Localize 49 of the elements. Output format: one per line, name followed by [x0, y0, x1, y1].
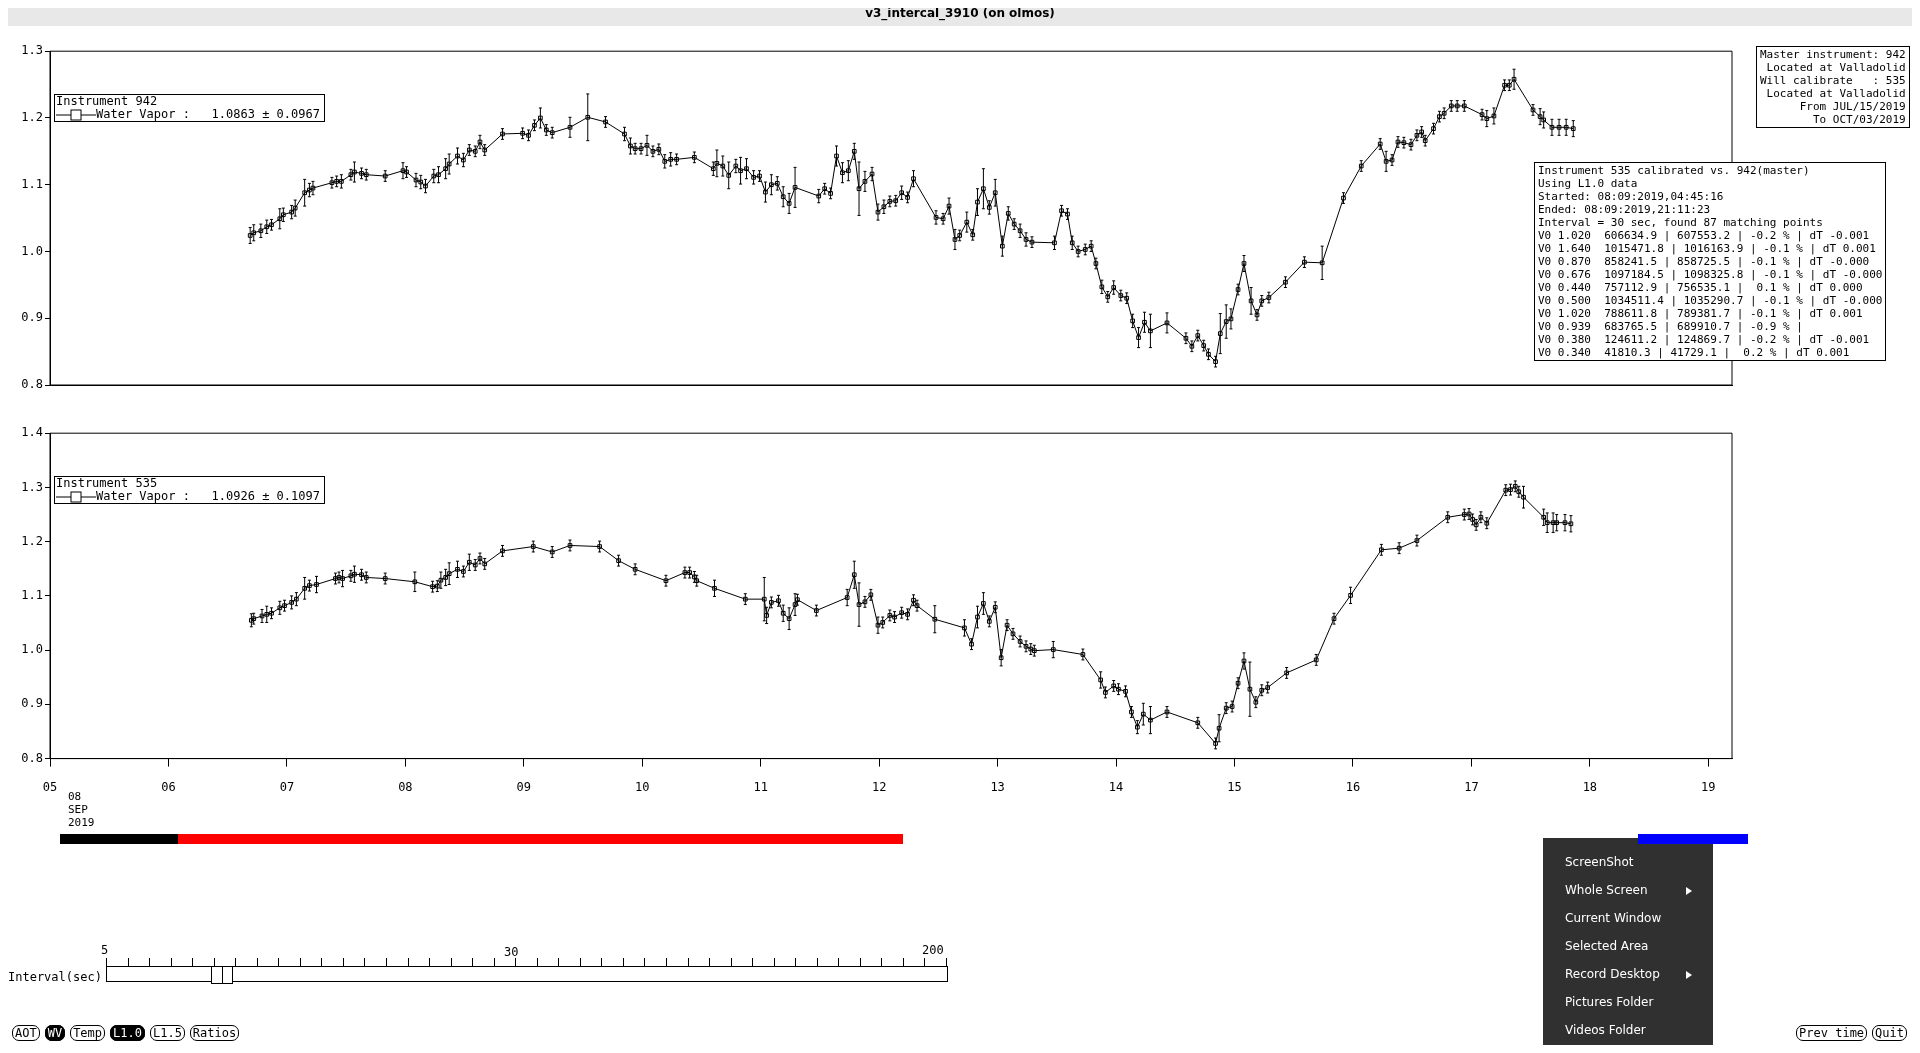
- text: Prev time: [1796, 1025, 1868, 1041]
- text: 08 SEP 2019: [68, 790, 95, 829]
- legend-title: Instrument 942: [56, 94, 159, 108]
- text: 5: [101, 943, 109, 957]
- text: Ratios: [189, 1025, 240, 1041]
- x-tick-label: 17: [1464, 779, 1479, 794]
- legend-title: Instrument 535: [56, 476, 159, 490]
- x-tick-label: 05: [42, 779, 58, 794]
- text: Master instrument: 942 Located at Valladolid Will calibrate : 535 Located at Valladolid From JUL/15/2019 To OCT/03/2019: [1756, 46, 1910, 128]
- x-tick-label: 18: [1582, 779, 1598, 794]
- y-tick-label: 1.3: [21, 479, 43, 494]
- y-tick-label: 1.0: [21, 243, 43, 258]
- text: Interval(sec): [8, 970, 102, 984]
- text: Instrument 535 calibrated vs. 942(master) Using L1.0 data Started: 08:09:2019,04:45:16 Ended: 08:09:2019,21:11:23 Interval = 30 sec, found 87 matching points V0 1.020 606634.9 | 607553.2 | -0.2 % | dT -0.001 V0 1.640 1015471.8 | 1016163.9 | -0.1 % | dT 0.001 V0 0.870 858241.5 | 858725.5 | -0.1 % | dT -0.000 V0 0.676 1097184.5 | 1098325.8 | -0.1 % | dT -0.000 V0 0.440 757112.9 | 756535.1 | 0.1 % | dT 0.000 V0 0.500 1034511.4 | 1035290.7 | -0.1 % | dT -0.000 V0 1.020 788611.8 | 789381.7 | -0.1 % | dT 0.001 V0 0.939 683765.5 | 689910.7 | -0.9 % | V0 0.380 124611.2 | 124869.7 | -0.2 % | dT -0.001 V0 0.340 41810.3 | 41729.1 | 0.2 % | dT 0.001: [1538, 164, 1883, 359]
- y-tick-label: 0.9: [21, 696, 43, 711]
- legend-label: Water Vapor : 1.0926 ± 0.1097: [96, 489, 320, 503]
- y-tick-label: 0.8: [21, 750, 43, 765]
- chart-title: v3_intercal_3910 (on olmos): [864, 7, 1056, 23]
- x-tick-label: 07: [279, 779, 295, 794]
- context-menu: ScreenShot Whole Screen Current Window Selected Area Record Desktop Pictures Folder Videos Folder: [1543, 838, 1713, 1045]
- x-tick-label: 19: [1701, 779, 1716, 794]
- x-tick-label: 10: [635, 779, 650, 794]
- y-tick-label: 1.3: [21, 43, 43, 58]
- text: 30: [504, 945, 519, 959]
- x-tick-label: 12: [871, 779, 887, 794]
- y-tick-label: 1.4: [21, 425, 43, 440]
- x-tick-label: 15: [1227, 779, 1242, 794]
- x-tick-label: 13: [990, 779, 1005, 794]
- y-tick-label: 1.2: [21, 110, 43, 125]
- y-tick-label: 0.8: [21, 377, 43, 392]
- x-tick-label: 09: [516, 779, 532, 794]
- text: Quit: [1872, 1025, 1907, 1041]
- x-tick-label: 08: [398, 779, 413, 794]
- y-tick-label: 1.0: [21, 642, 43, 657]
- text: AOT: [12, 1025, 40, 1041]
- x-tick-label: 06: [161, 779, 176, 794]
- y-tick-label: 0.9: [21, 310, 43, 325]
- y-tick-label: 1.1: [21, 176, 43, 191]
- x-tick-label: 16: [1345, 779, 1361, 794]
- x-tick-label: 14: [1108, 779, 1124, 794]
- legend-label: Water Vapor : 1.0863 ± 0.0967: [96, 107, 320, 121]
- x-tick-label: 11: [753, 779, 768, 794]
- text: WV: [44, 1025, 66, 1041]
- y-tick-label: 1.1: [21, 588, 43, 603]
- text: L1.5: [149, 1025, 185, 1041]
- text: Temp: [70, 1025, 106, 1041]
- y-tick-label: 1.2: [21, 533, 43, 548]
- text: L1.0: [110, 1025, 145, 1041]
- text: 200: [922, 943, 944, 957]
